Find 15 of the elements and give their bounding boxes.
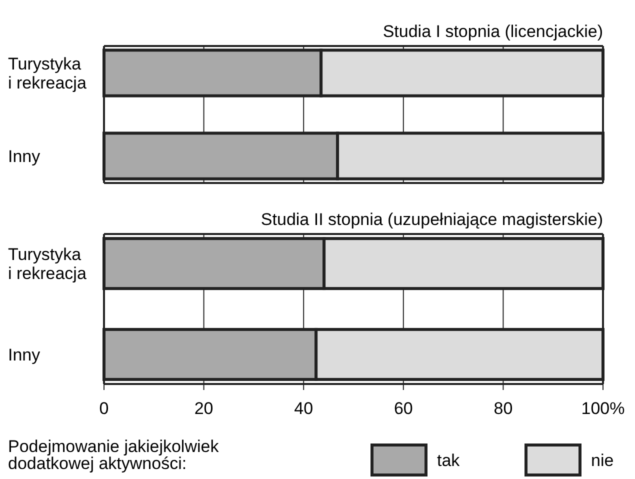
chart-title: Studia I stopnia (licencjackie) bbox=[382, 22, 603, 41]
x-tick-label: 80 bbox=[494, 399, 513, 418]
x-tick-label: 20 bbox=[194, 399, 214, 418]
x-tick-label: 0 bbox=[99, 399, 109, 418]
y-tick-label: Turystyka i rekreacja bbox=[8, 245, 87, 284]
y-tick-label: Inny bbox=[8, 147, 41, 166]
x-tick-label: 100% bbox=[581, 399, 625, 418]
x-tick-label: 40 bbox=[294, 399, 314, 418]
y-tick-label: Turystyka i rekreacja bbox=[8, 54, 87, 92]
chart-title: Studia II stopnia (uzupełniające magisterskie) bbox=[260, 210, 603, 229]
legend-title: Podejmowanie jakiejkolwiek dodatkowej aktywności: bbox=[8, 437, 220, 473]
x-tick-label: 60 bbox=[394, 399, 413, 418]
y-tick-label: Inny bbox=[8, 345, 41, 364]
legend-label: tak bbox=[437, 451, 460, 470]
legend-label: nie bbox=[591, 451, 614, 470]
